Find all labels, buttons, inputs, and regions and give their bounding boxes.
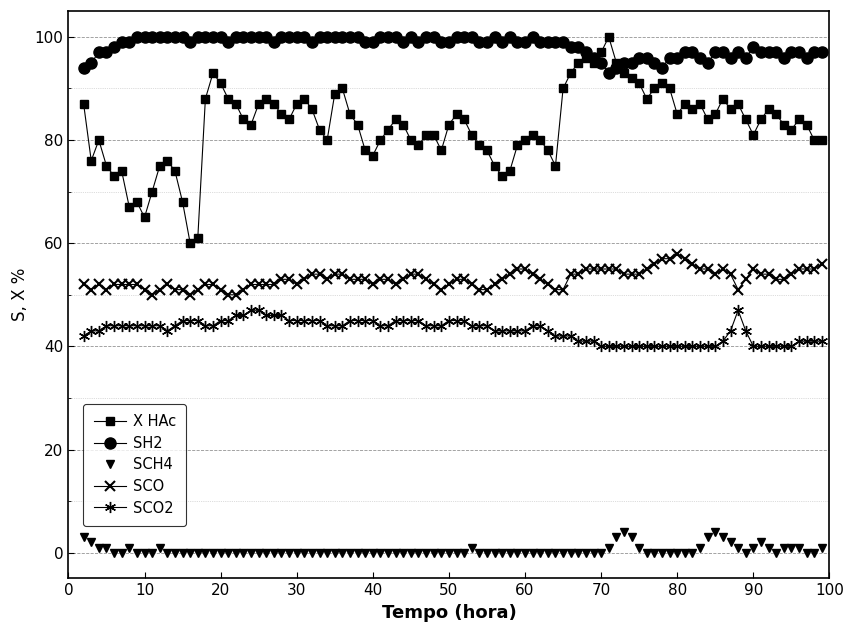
X-axis label: Tempo (hora): Tempo (hora) xyxy=(381,604,516,622)
Y-axis label: S, X %: S, X % xyxy=(11,268,29,322)
Legend: X HAc, SH2, SCH4, SCO, SCO2: X HAc, SH2, SCH4, SCO, SCO2 xyxy=(83,404,186,526)
